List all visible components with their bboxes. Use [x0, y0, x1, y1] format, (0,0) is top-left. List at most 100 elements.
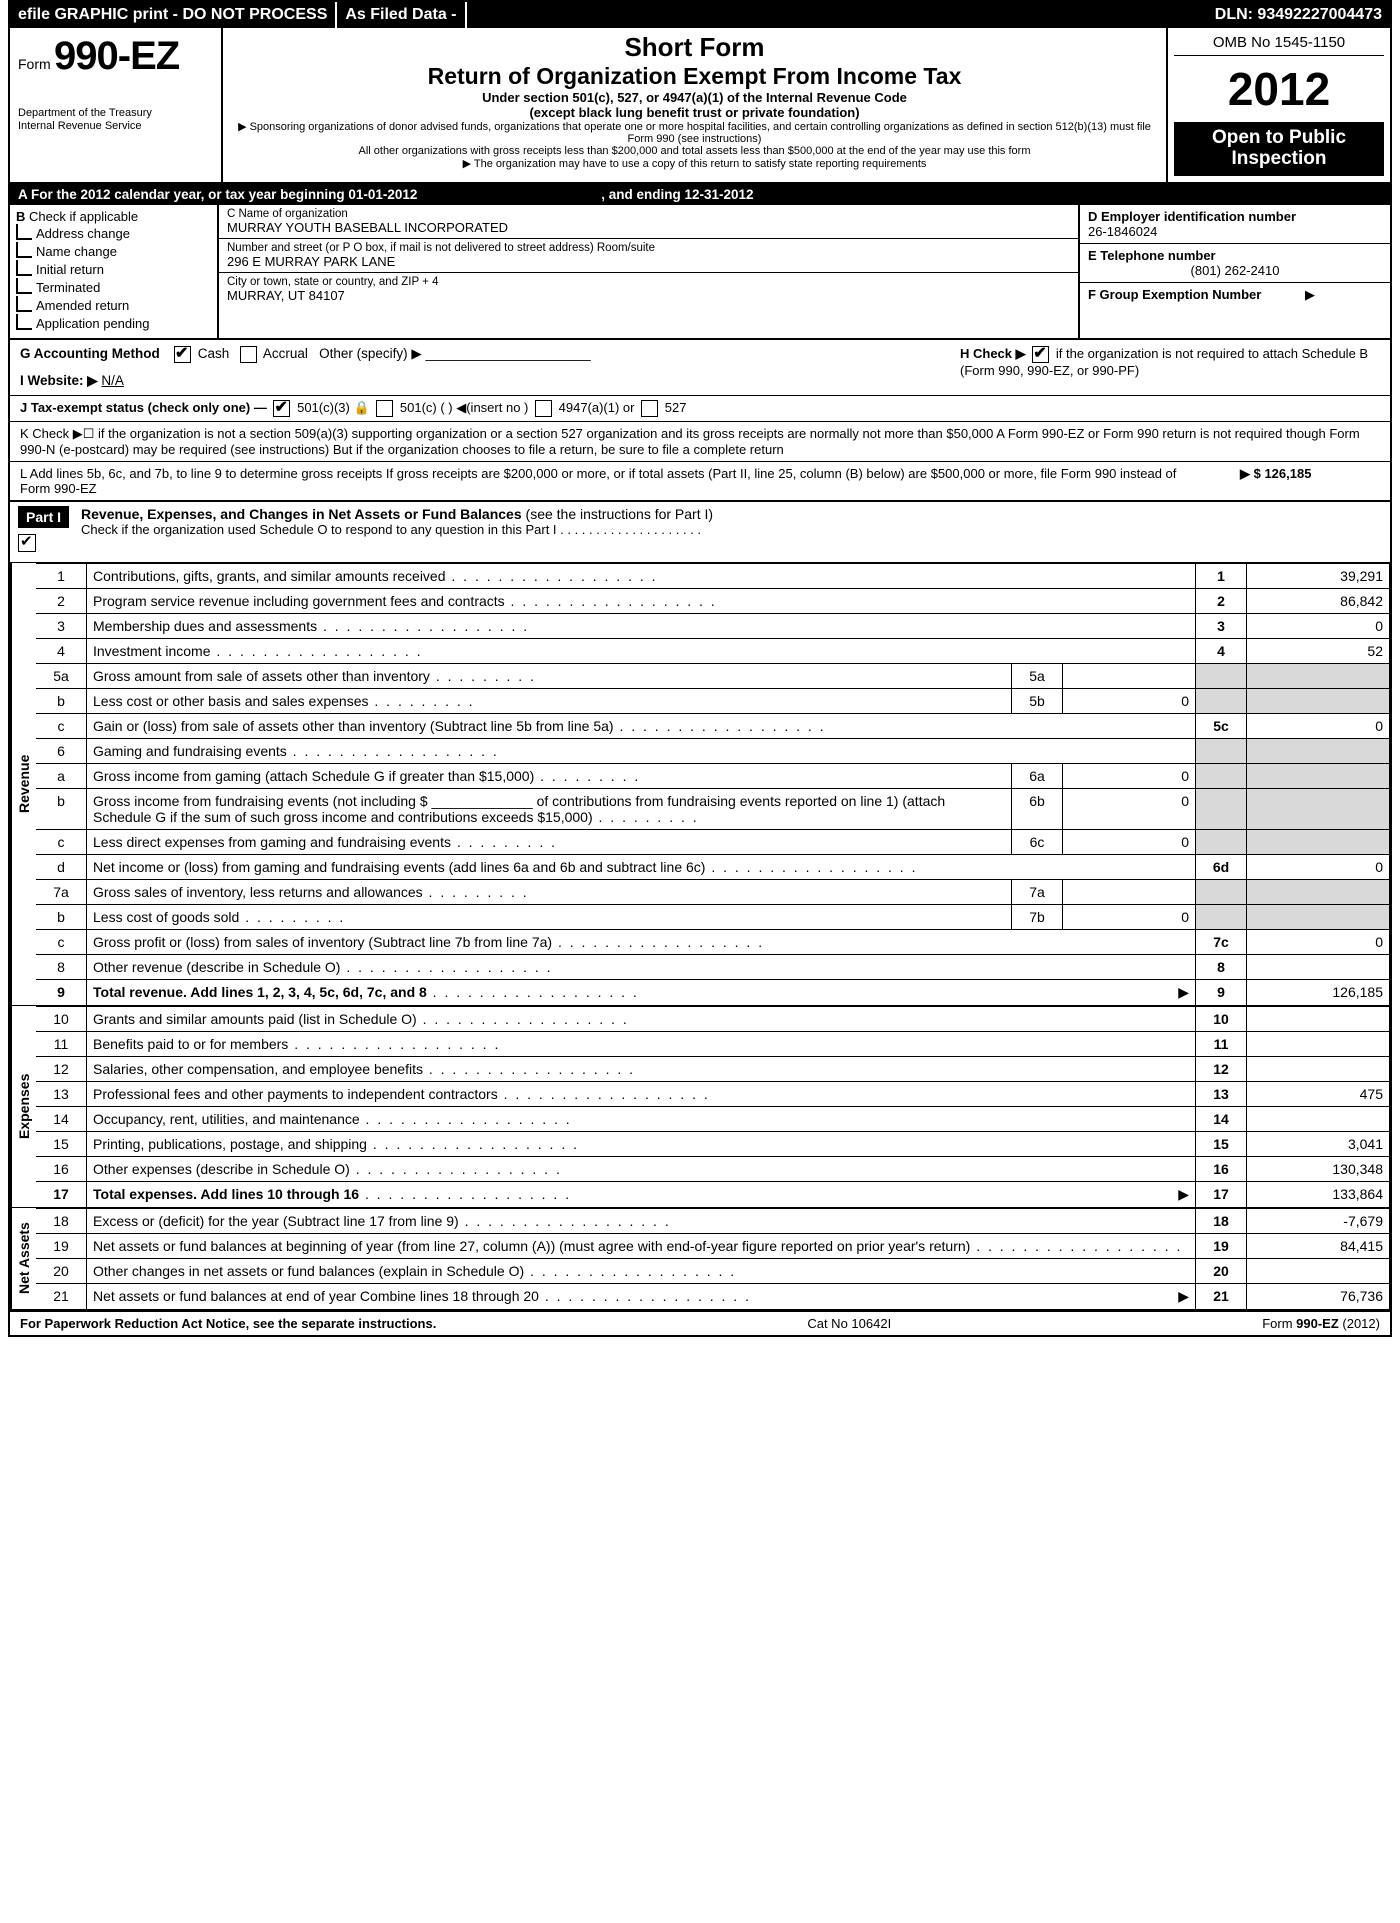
footer-left: For Paperwork Reduction Act Notice, see …	[20, 1316, 436, 1331]
checkbox-501c[interactable]	[376, 400, 393, 417]
right-line-number: 13	[1196, 1081, 1247, 1106]
checkbox-cash[interactable]	[174, 346, 191, 363]
dept-line1: Department of the Treasury	[18, 107, 213, 120]
open-line2: Inspection	[1174, 149, 1384, 170]
line-number: b	[36, 788, 87, 829]
website-value: N/A	[101, 373, 124, 388]
g-h-block: G Accounting Method Cash Accrual Other (…	[10, 340, 1390, 395]
line-number: b	[36, 688, 87, 713]
line-amount: 52	[1247, 638, 1390, 663]
checkbox-4947[interactable]	[535, 400, 552, 417]
grey-cell	[1196, 738, 1247, 763]
line-number: 1	[36, 563, 87, 588]
line-amount: 475	[1247, 1081, 1390, 1106]
sub-line-number: 6b	[1012, 788, 1063, 829]
right-line-number: 3	[1196, 613, 1247, 638]
line-text: Less cost of goods sold	[87, 904, 1012, 929]
section-b-checkboxes: B Check if applicable Address change Nam…	[10, 205, 219, 338]
sub-line-amount: 0	[1063, 788, 1196, 829]
grey-cell	[1196, 788, 1247, 829]
grey-cell	[1196, 688, 1247, 713]
right-line-number: 4	[1196, 638, 1247, 663]
check-if: Check if applicable	[29, 209, 138, 224]
right-line-number: 8	[1196, 954, 1247, 979]
line-number: 3	[36, 613, 87, 638]
line-text: Other changes in net assets or fund bala…	[87, 1258, 1196, 1283]
revenue-tab: Revenue	[10, 563, 36, 1006]
checkbox-app-pending[interactable]	[16, 314, 32, 330]
line-number: c	[36, 713, 87, 738]
checkbox-initial-return[interactable]	[16, 260, 32, 276]
form-header: Form 990-EZ Department of the Treasury I…	[10, 28, 1390, 184]
open-line1: Open to Public	[1174, 128, 1384, 149]
i-label: I Website: ▶	[20, 373, 98, 388]
grey-cell	[1247, 663, 1390, 688]
dln-label: DLN: 93492227004473	[1207, 2, 1390, 28]
g-other: Other (specify) ▶	[319, 346, 422, 361]
checkbox-amended[interactable]	[16, 296, 32, 312]
line-amount: 0	[1247, 613, 1390, 638]
checkbox-terminated[interactable]	[16, 278, 32, 294]
line-text: Net assets or fund balances at beginning…	[87, 1233, 1196, 1258]
line-text: Grants and similar amounts paid (list in…	[87, 1006, 1196, 1031]
right-line-number: 19	[1196, 1233, 1247, 1258]
l-text: L Add lines 5b, 6c, and 7b, to line 9 to…	[20, 466, 1240, 496]
line-number: 18	[36, 1208, 87, 1233]
expenses-table: 10Grants and similar amounts paid (list …	[36, 1006, 1390, 1208]
sub-line-number: 5a	[1012, 663, 1063, 688]
return-title: Return of Organization Exempt From Incom…	[233, 63, 1156, 90]
line-row: bLess cost or other basis and sales expe…	[36, 688, 1390, 713]
expenses-section: Expenses 10Grants and similar amounts pa…	[10, 1006, 1390, 1208]
ein-label: D Employer identification number	[1088, 209, 1382, 224]
sub-line-number: 7a	[1012, 879, 1063, 904]
part1-label: Part I	[18, 506, 69, 528]
checkbox-501c3[interactable]	[273, 400, 290, 417]
line-row: 3Membership dues and assessments30	[36, 613, 1390, 638]
line-row: 4Investment income452	[36, 638, 1390, 663]
line-number: 14	[36, 1106, 87, 1131]
line-row: 5aGross amount from sale of assets other…	[36, 663, 1390, 688]
checkbox-527[interactable]	[641, 400, 658, 417]
line-amount: 130,348	[1247, 1156, 1390, 1181]
j-501c3: 501(c)(3)	[297, 400, 350, 415]
tax-year: 2012	[1174, 62, 1384, 116]
grey-cell	[1247, 788, 1390, 829]
part1-desc: Revenue, Expenses, and Changes in Net As…	[81, 506, 1382, 537]
line-number: 16	[36, 1156, 87, 1181]
line-row: dNet income or (loss) from gaming and fu…	[36, 854, 1390, 879]
grey-cell	[1247, 879, 1390, 904]
street-label: Number and street (or P O box, if mail i…	[227, 242, 1070, 254]
line-number: 8	[36, 954, 87, 979]
line-row: 10Grants and similar amounts paid (list …	[36, 1006, 1390, 1031]
sub-line-amount: 0	[1063, 688, 1196, 713]
page-footer: For Paperwork Reduction Act Notice, see …	[10, 1310, 1390, 1335]
line-text: Gain or (loss) from sale of assets other…	[87, 713, 1196, 738]
grey-cell	[1247, 904, 1390, 929]
part1-schedule-o-check[interactable]	[18, 534, 36, 552]
grey-cell	[1196, 904, 1247, 929]
checkbox-address-change[interactable]	[16, 224, 32, 240]
part1-paren: (see the instructions for Part I)	[526, 506, 714, 522]
footer-right: Form 990-EZ (2012)	[1262, 1316, 1380, 1331]
short-form-title: Short Form	[233, 32, 1156, 63]
line-number: 2	[36, 588, 87, 613]
right-line-number: 15	[1196, 1131, 1247, 1156]
line-row: 14Occupancy, rent, utilities, and mainte…	[36, 1106, 1390, 1131]
part1-sub: Check if the organization used Schedule …	[81, 522, 1382, 537]
tel-label: E Telephone number	[1088, 248, 1382, 263]
right-line-number: 17	[1196, 1181, 1247, 1207]
efile-topbar: efile GRAPHIC print - DO NOT PROCESS As …	[10, 2, 1390, 28]
checkbox-name-change[interactable]	[16, 242, 32, 258]
line-text: Gaming and fundraising events	[87, 738, 1196, 763]
line-number: 6	[36, 738, 87, 763]
g-label: G Accounting Method	[20, 346, 160, 361]
line-number: c	[36, 929, 87, 954]
checkbox-accrual[interactable]	[240, 346, 257, 363]
right-line-number: 9	[1196, 979, 1247, 1005]
checkbox-h[interactable]	[1032, 346, 1049, 363]
line-row: 6Gaming and fundraising events	[36, 738, 1390, 763]
line-number: 15	[36, 1131, 87, 1156]
line-row: bGross income from fundraising events (n…	[36, 788, 1390, 829]
line-row: 19Net assets or fund balances at beginni…	[36, 1233, 1390, 1258]
line-number: 17	[36, 1181, 87, 1207]
